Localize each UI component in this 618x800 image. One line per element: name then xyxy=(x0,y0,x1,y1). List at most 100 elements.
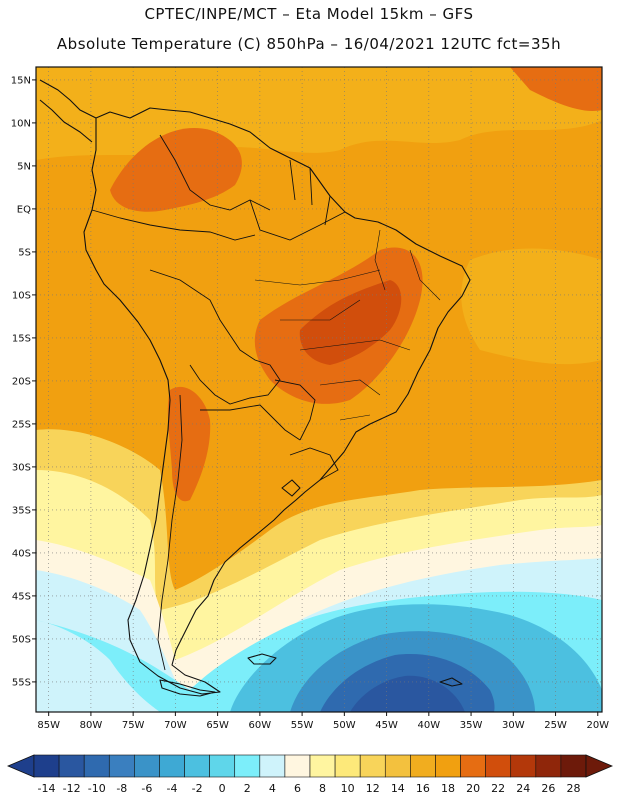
colorbar-label: 2 xyxy=(244,782,251,795)
lon-label: 40W xyxy=(418,720,441,731)
colorbar-label: 18 xyxy=(441,782,455,795)
field-deep-blue xyxy=(350,675,465,712)
field-atlantic-warm xyxy=(461,248,602,365)
lagoa-dos-patos xyxy=(281,479,301,497)
colorbar-low-arrow xyxy=(6,754,35,778)
border-brazil-north xyxy=(249,199,346,241)
colorbar-swatch xyxy=(209,754,236,778)
lat-label: 15N xyxy=(11,75,31,86)
colorbar-swatch xyxy=(108,754,135,778)
colorbar-label: 20 xyxy=(466,782,480,795)
lat-label: 5N xyxy=(17,161,31,172)
colorbar-label: 28 xyxy=(566,782,580,795)
lon-label: 35W xyxy=(460,720,483,731)
colorbar-swatch xyxy=(460,754,486,778)
lat-label: 40S xyxy=(12,548,31,559)
border-peru-brazil xyxy=(149,269,231,336)
lat-label: 5S xyxy=(18,247,31,258)
border-guianas xyxy=(289,159,331,226)
colorbar-label: 8 xyxy=(319,782,326,795)
colorbar-swatch xyxy=(58,754,85,778)
colorbar-label: -10 xyxy=(88,782,106,795)
border-colombia-peru-ecuador xyxy=(91,209,256,241)
colorbar-label: -14 xyxy=(38,782,56,795)
temperature-field xyxy=(36,67,602,712)
colorbar-swatch xyxy=(560,754,587,778)
lon-label: 45W xyxy=(375,720,398,731)
lat-label: 30S xyxy=(12,462,31,473)
colorbar-swatch xyxy=(284,754,311,778)
colorbar-swatch xyxy=(359,754,386,778)
colorbar-swatch xyxy=(259,754,286,778)
colorbar-swatch xyxy=(184,754,210,778)
field-brazil-veryhot xyxy=(299,280,402,365)
lat-label: 15S xyxy=(12,333,31,344)
lon-label: 25W xyxy=(544,720,567,731)
coastline xyxy=(39,79,471,697)
lon-label: 50W xyxy=(333,720,356,731)
colorbar-label: -8 xyxy=(116,782,127,795)
falklands xyxy=(247,653,277,665)
colorbar-label: -6 xyxy=(141,782,152,795)
lon-label: 75W xyxy=(122,720,145,731)
colorbar-swatch xyxy=(535,754,562,778)
colorbar-swatch xyxy=(33,754,60,778)
tierra-del-fuego xyxy=(159,679,216,697)
colorbar-label: 10 xyxy=(341,782,355,795)
lat-label: 35S xyxy=(12,505,31,516)
colorbar-label: 14 xyxy=(391,782,405,795)
border-argentina-bolivia-paraguay xyxy=(200,404,301,441)
lon-label: 20W xyxy=(586,720,609,731)
lon-label: 30W xyxy=(502,720,525,731)
border-brazil-states xyxy=(254,229,441,421)
lon-label: 70W xyxy=(164,720,187,731)
temperature-colorbar: -14 -12 -10 -8 -6 -4 -2 0 2 4 6 8 10 12 14 16 18 20 22 24 26… xyxy=(6,754,614,795)
colorbar-label: 16 xyxy=(416,782,430,795)
colorbar-swatch xyxy=(435,754,461,778)
latitude-labels: 15N 10N 5N EQ 5S 10S 15S 20S 25S 30S 35S 40S 45S 50S 5… xyxy=(11,75,36,688)
colorbar-swatch xyxy=(410,754,436,778)
lon-label: 85W xyxy=(37,720,60,731)
map-title-line2: Absolute Temperature (C) 850hPa – 16/04/… xyxy=(56,35,562,53)
central-america-coastline xyxy=(39,79,97,143)
longitude-labels: 85W 80W 75W 70W 65W 60W 55W 50W 45W 40W 35W 30W 25W 2… xyxy=(37,712,609,731)
colorbar-label: 26 xyxy=(541,782,555,795)
lon-label: 80W xyxy=(80,720,103,731)
lat-label: 20S xyxy=(12,376,31,387)
colorbar-swatch xyxy=(384,754,411,778)
south-georgia xyxy=(439,677,463,687)
lon-label: 55W xyxy=(291,720,314,731)
colorbar-swatch xyxy=(485,754,512,778)
border-chile-argentina xyxy=(157,394,183,671)
colorbar-label: 12 xyxy=(366,782,380,795)
field-ne-hot xyxy=(510,67,602,111)
lon-label: 65W xyxy=(206,720,229,731)
map-title-line1: CPTEC/INPE/MCT – Eta Model 15km – GFS xyxy=(144,5,474,23)
south-america-coastline xyxy=(83,107,471,695)
colorbar-swatch xyxy=(309,754,336,778)
lat-label: 50S xyxy=(12,634,31,645)
colorbar-swatch xyxy=(334,754,361,778)
lat-label: 25S xyxy=(12,419,31,430)
colorbar-swatch xyxy=(510,754,537,778)
lat-label: EQ xyxy=(17,204,31,215)
lat-label: 55S xyxy=(12,677,31,688)
colorbar-label: 22 xyxy=(491,782,505,795)
colorbar-label: 6 xyxy=(294,782,301,795)
colorbar-label: -12 xyxy=(63,782,81,795)
colorbar-swatch xyxy=(134,754,160,778)
colorbar-label: 4 xyxy=(269,782,276,795)
field-venezuela-hot xyxy=(110,128,242,212)
colorbar-label: 0 xyxy=(219,782,226,795)
colorbar-label: 24 xyxy=(516,782,530,795)
colorbar-swatch xyxy=(83,754,110,778)
colorbar-label: -4 xyxy=(167,782,178,795)
colorbar-swatch xyxy=(159,754,185,778)
plot-frame xyxy=(35,66,603,713)
border-uruguay xyxy=(289,447,339,481)
border-paraguay-brazil xyxy=(274,379,316,441)
country-borders xyxy=(91,134,441,671)
lat-label: 10S xyxy=(12,290,31,301)
border-bolivia xyxy=(189,334,281,405)
